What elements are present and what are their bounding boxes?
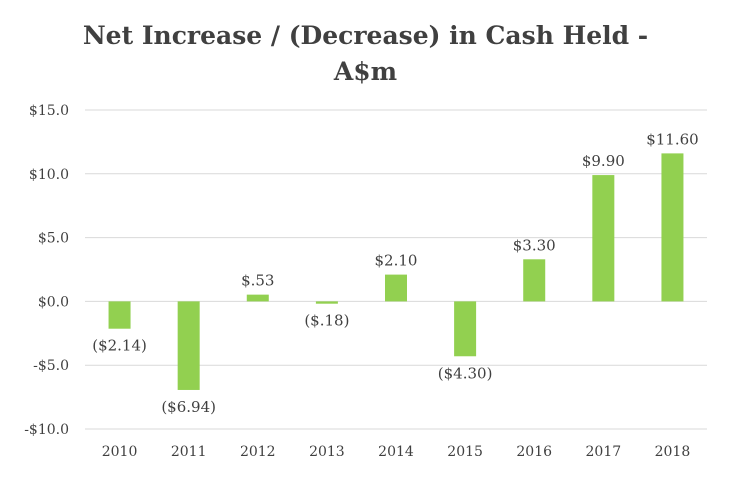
x-axis-tick-labels: 2010 2011 2012 2013 2014 2015 2016 2017 2018 [102,444,691,460]
data-label: $9.90 [582,152,625,170]
bar-2016 [523,259,546,302]
bar-2014 [385,274,407,302]
data-label: ($.18) [304,312,349,330]
bar-2018 [661,153,684,302]
bar-2015 [454,301,477,357]
y-tick-label: $0.0 [38,294,69,310]
x-tick-label: 2016 [516,444,552,460]
x-tick-label: 2010 [102,444,138,460]
x-tick-label: 2011 [171,444,207,460]
x-tick-label: 2018 [655,444,691,460]
y-axis-tick-labels: $15.0 $10.0 $5.0 $0.0 -$5.0 -$10.0 [24,103,69,438]
x-tick-label: 2015 [447,444,483,460]
data-label: ($6.94) [161,398,216,416]
bar-2010 [108,301,131,329]
bars [108,153,684,390]
y-tick-label: $10.0 [29,167,69,183]
data-labels: ($2.14) ($6.94) $.53 ($.18) $2.10 ($4.30) $3.3… [92,130,698,416]
data-label: $3.30 [513,236,556,254]
bar-2013 [315,301,338,304]
bar-2012 [246,294,269,302]
data-label: $11.60 [646,130,699,148]
data-label: $2.10 [375,252,418,270]
y-tick-label: -$5.0 [33,358,69,374]
data-label: ($4.30) [438,364,493,382]
x-tick-label: 2012 [240,444,276,460]
y-tick-label: $5.0 [38,231,69,247]
y-tick-label: -$10.0 [24,422,69,438]
x-tick-label: 2017 [586,444,622,460]
chart-title-line-1: Net Increase / (Decrease) in Cash Held - [82,21,649,50]
chart-title-line-2: A$m [333,57,398,86]
chart-title: Net Increase / (Decrease) in Cash Held -… [0,18,731,90]
y-tick-label: $15.0 [29,103,69,119]
bar-2011 [177,301,200,390]
x-tick-label: 2014 [378,444,414,460]
x-tick-label: 2013 [309,444,345,460]
data-label: ($2.14) [92,337,147,355]
data-label: $.53 [241,272,274,290]
bar-2017 [592,175,615,302]
